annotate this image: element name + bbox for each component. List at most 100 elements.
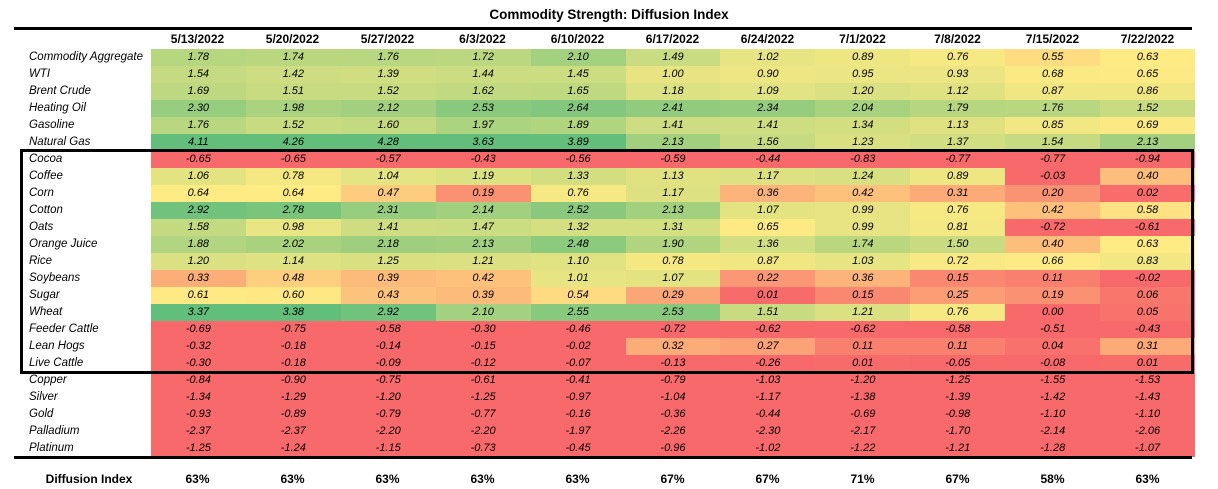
heatmap-cell[interactable]: -0.79 [625, 372, 721, 389]
heatmap-cell[interactable]: -1.25 [150, 440, 246, 457]
diffusion-value[interactable]: 58% [1040, 472, 1065, 486]
heatmap-cell[interactable]: -1.97 [530, 423, 626, 440]
heatmap-cell[interactable]: 0.27 [720, 338, 816, 355]
heatmap-cell[interactable]: 0.87 [720, 253, 816, 270]
heatmap-cell[interactable]: -0.69 [150, 321, 246, 338]
heatmap-cell[interactable]: -1.55 [1005, 372, 1101, 389]
heatmap-cell[interactable]: 0.19 [435, 185, 531, 202]
heatmap-cell[interactable]: 0.81 [910, 219, 1006, 236]
heatmap-cell[interactable]: -1.28 [1005, 440, 1101, 457]
heatmap-cell[interactable]: 2.53 [625, 304, 721, 321]
heatmap-cell[interactable]: 0.89 [910, 168, 1006, 185]
heatmap-cell[interactable]: -0.62 [815, 321, 911, 338]
heatmap-cell[interactable]: 0.64 [150, 185, 246, 202]
heatmap-cell[interactable]: 2.41 [625, 100, 721, 117]
heatmap-cell[interactable]: 1.89 [530, 117, 626, 134]
heatmap-cell[interactable]: -0.77 [1005, 151, 1101, 168]
heatmap-cell[interactable]: 3.38 [245, 304, 341, 321]
row-label[interactable]: Rice [28, 253, 151, 270]
heatmap-cell[interactable]: -0.75 [340, 372, 436, 389]
column-header[interactable]: 7/22/2022 [1120, 32, 1175, 46]
heatmap-cell[interactable]: -2.14 [1005, 423, 1101, 440]
heatmap-cell[interactable]: -0.44 [720, 406, 816, 423]
heatmap-cell[interactable]: 2.04 [815, 100, 911, 117]
heatmap-cell[interactable]: -0.72 [1005, 219, 1101, 236]
heatmap-cell[interactable]: 1.23 [815, 134, 911, 151]
heatmap-cell[interactable]: 1.65 [530, 83, 626, 100]
heatmap-cell[interactable]: 1.88 [150, 236, 246, 253]
heatmap-cell[interactable]: -0.59 [625, 151, 721, 168]
heatmap-cell[interactable]: -0.51 [1005, 321, 1101, 338]
row-label[interactable]: Heating Oil [28, 100, 151, 117]
heatmap-cell[interactable]: 2.92 [150, 202, 246, 219]
column-header[interactable]: 7/15/2022 [1025, 32, 1080, 46]
heatmap-cell[interactable]: 0.65 [720, 219, 816, 236]
heatmap-cell[interactable]: -0.58 [340, 321, 436, 338]
heatmap-cell[interactable]: 1.54 [1005, 134, 1101, 151]
heatmap-cell[interactable]: -0.61 [435, 372, 531, 389]
heatmap-cell[interactable]: 1.74 [245, 49, 341, 66]
heatmap-cell[interactable]: 2.02 [245, 236, 341, 253]
heatmap-cell[interactable]: 2.64 [530, 100, 626, 117]
heatmap-cell[interactable]: -1.39 [910, 389, 1006, 406]
heatmap-cell[interactable]: 1.45 [530, 66, 626, 83]
heatmap-cell[interactable]: -2.17 [815, 423, 911, 440]
heatmap-cell[interactable]: -0.03 [1005, 168, 1101, 185]
heatmap-cell[interactable]: 1.74 [815, 236, 911, 253]
heatmap-cell[interactable]: 1.17 [720, 168, 816, 185]
heatmap-cell[interactable]: 2.10 [530, 49, 626, 66]
heatmap-cell[interactable]: 1.20 [815, 83, 911, 100]
heatmap-cell[interactable]: 0.76 [910, 49, 1006, 66]
heatmap-cell[interactable]: 0.60 [245, 287, 341, 304]
heatmap-cell[interactable]: 0.40 [1005, 236, 1101, 253]
row-label[interactable]: Live Cattle [28, 355, 151, 372]
heatmap-cell[interactable]: 0.58 [1100, 202, 1196, 219]
heatmap-cell[interactable]: 1.24 [815, 168, 911, 185]
heatmap-cell[interactable]: 1.25 [340, 253, 436, 270]
diffusion-value[interactable]: 63% [565, 472, 590, 486]
heatmap-cell[interactable]: 1.12 [910, 83, 1006, 100]
heatmap-cell[interactable]: 3.89 [530, 134, 626, 151]
heatmap-cell[interactable]: 0.93 [910, 66, 1006, 83]
heatmap-cell[interactable]: -0.18 [245, 355, 341, 372]
row-label[interactable]: Gold [28, 406, 151, 423]
heatmap-cell[interactable]: 0.99 [815, 202, 911, 219]
heatmap-cell[interactable]: 1.50 [910, 236, 1006, 253]
heatmap-cell[interactable]: 0.02 [1100, 185, 1196, 202]
heatmap-cell[interactable]: 4.11 [150, 134, 246, 151]
heatmap-cell[interactable]: -0.84 [150, 372, 246, 389]
column-header[interactable]: 6/3/2022 [459, 32, 506, 46]
heatmap-cell[interactable]: 0.05 [1100, 304, 1196, 321]
heatmap-cell[interactable]: 0.72 [910, 253, 1006, 270]
column-header[interactable]: 6/10/2022 [550, 32, 605, 46]
heatmap-cell[interactable]: 0.04 [1005, 338, 1101, 355]
heatmap-cell[interactable]: -0.05 [910, 355, 1006, 372]
heatmap-cell[interactable]: 0.06 [1100, 287, 1196, 304]
heatmap-cell[interactable]: -1.07 [1100, 440, 1196, 457]
heatmap-cell[interactable]: 0.85 [1005, 117, 1101, 134]
heatmap-cell[interactable]: 1.33 [530, 168, 626, 185]
diffusion-value[interactable]: 67% [660, 472, 685, 486]
heatmap-cell[interactable]: -0.45 [530, 440, 626, 457]
heatmap-cell[interactable]: 0.33 [150, 270, 246, 287]
heatmap-cell[interactable]: -2.20 [340, 423, 436, 440]
heatmap-cell[interactable]: 0.68 [1005, 66, 1101, 83]
heatmap-cell[interactable]: 0.78 [245, 168, 341, 185]
heatmap-cell[interactable]: 0.25 [910, 287, 1006, 304]
heatmap-cell[interactable]: 1.41 [720, 117, 816, 134]
heatmap-cell[interactable]: 0.64 [245, 185, 341, 202]
heatmap-cell[interactable]: 1.79 [910, 100, 1006, 117]
diffusion-value[interactable]: 71% [850, 472, 875, 486]
heatmap-cell[interactable]: 0.87 [1005, 83, 1101, 100]
row-label[interactable]: Lean Hogs [28, 338, 151, 355]
heatmap-cell[interactable]: -0.46 [530, 321, 626, 338]
heatmap-cell[interactable]: -1.20 [340, 389, 436, 406]
heatmap-cell[interactable]: 1.60 [340, 117, 436, 134]
heatmap-cell[interactable]: 2.53 [435, 100, 531, 117]
heatmap-cell[interactable]: 0.78 [625, 253, 721, 270]
heatmap-cell[interactable]: -0.65 [245, 151, 341, 168]
heatmap-cell[interactable]: -0.18 [245, 338, 341, 355]
heatmap-cell[interactable]: 1.20 [150, 253, 246, 270]
heatmap-cell[interactable]: 2.31 [340, 202, 436, 219]
heatmap-cell[interactable]: -0.30 [435, 321, 531, 338]
